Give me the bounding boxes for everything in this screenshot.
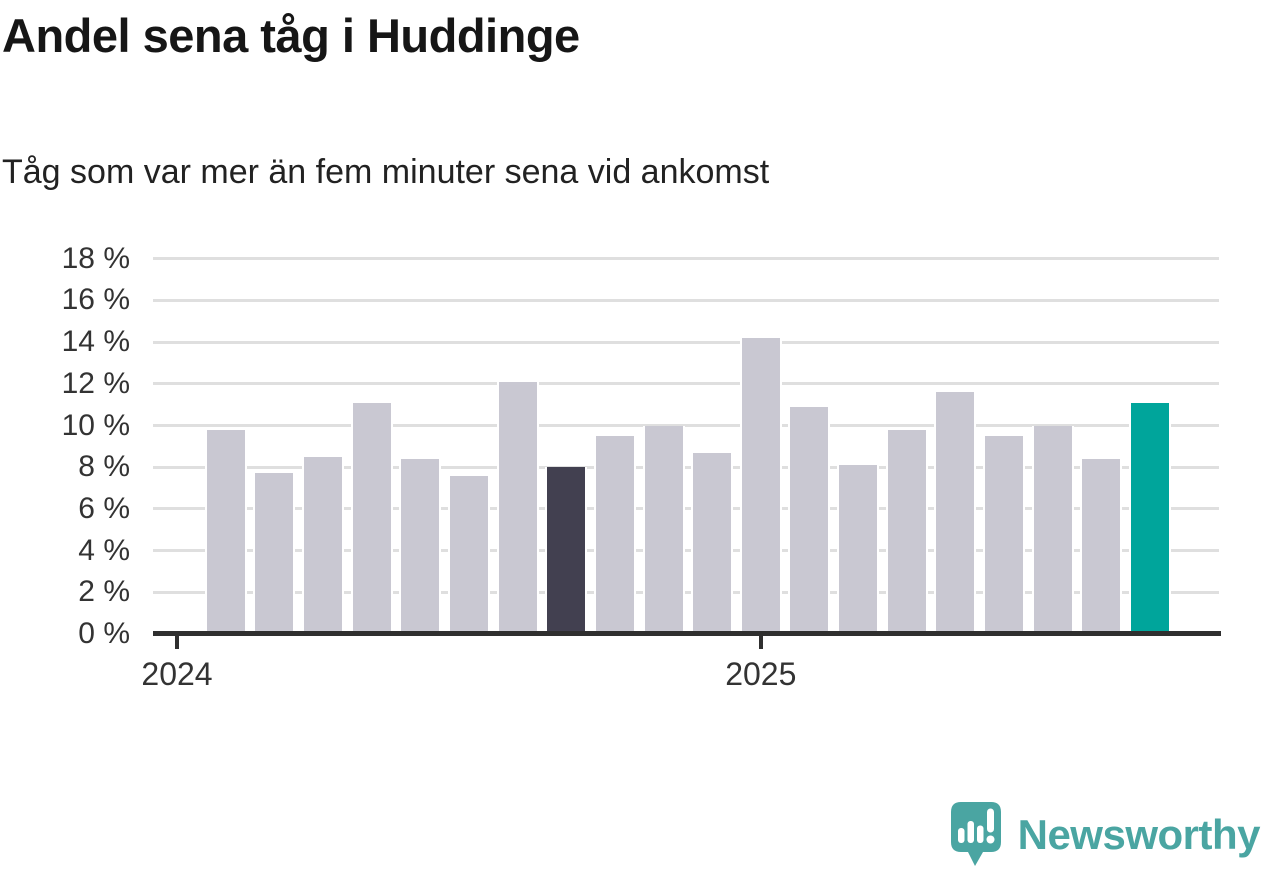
gridline-10pct	[153, 424, 1219, 427]
gridline-16pct	[153, 298, 1219, 302]
y-tick-label-14: 14 %	[61, 325, 130, 359]
gridline-6pct	[153, 507, 1219, 511]
gridline-12pct	[153, 382, 1219, 386]
y-tick-label-6: 6 %	[78, 491, 130, 525]
bar-2024-04	[301, 456, 344, 634]
gridline-4pct	[153, 549, 1219, 553]
bar-2025-03	[837, 465, 880, 634]
bar-2024-09	[545, 467, 588, 634]
gridline-18pct	[153, 257, 1219, 261]
bar-2025-04	[885, 429, 928, 634]
x-tick-label-2025: 2025	[725, 656, 797, 692]
x-axis-line	[153, 631, 1221, 636]
bar-2025-06	[983, 435, 1026, 634]
y-tick-label-10: 10 %	[61, 408, 130, 442]
y-tick-label-8: 8 %	[78, 450, 130, 484]
bar-2024-11	[642, 425, 685, 634]
gridline-14pct	[153, 340, 1219, 344]
x-tick-label-2024: 2024	[141, 656, 213, 692]
bar-2024-03	[253, 473, 296, 634]
gridline-2pct	[153, 590, 1219, 594]
y-tick-label-4: 4 %	[78, 533, 130, 567]
gridline-8pct	[153, 465, 1219, 469]
chart-title: Andel sena tåg i Huddinge	[2, 9, 580, 62]
bar-2025-08	[1080, 458, 1123, 634]
x-axis-tick-2025	[758, 636, 763, 649]
y-tick-label-16: 16 %	[61, 283, 130, 317]
y-tick-label-18: 18 %	[61, 241, 130, 275]
y-tick-label-0: 0 %	[78, 617, 130, 650]
bar-2024-08	[496, 381, 539, 634]
bar-2025-05	[934, 392, 977, 634]
bar-2025-07	[1031, 425, 1074, 634]
y-tick-label-2: 2 %	[78, 575, 130, 609]
bar-2025-01	[739, 337, 782, 634]
chart-subtitle: Tåg som var mer än fem minuter sena vid …	[2, 153, 770, 191]
bar-2024-05	[350, 402, 393, 634]
bar-2024-12	[691, 452, 734, 634]
newsworthy-wordmark: Newsworthy	[1017, 811, 1261, 858]
x-axis-tick-2024	[175, 636, 179, 649]
y-tick-label-12: 12 %	[61, 366, 130, 400]
bar-2025-09	[1129, 402, 1171, 634]
bar-2024-06	[399, 458, 442, 634]
bar-2024-07	[447, 475, 490, 634]
bar-2024-10	[593, 435, 636, 634]
bar-2024-02	[204, 429, 247, 634]
newsworthy-logo: Newsworthy	[949, 800, 1261, 870]
newsworthy-speech-bubble-chart-icon	[950, 802, 1001, 866]
bar-2025-02	[788, 406, 831, 634]
